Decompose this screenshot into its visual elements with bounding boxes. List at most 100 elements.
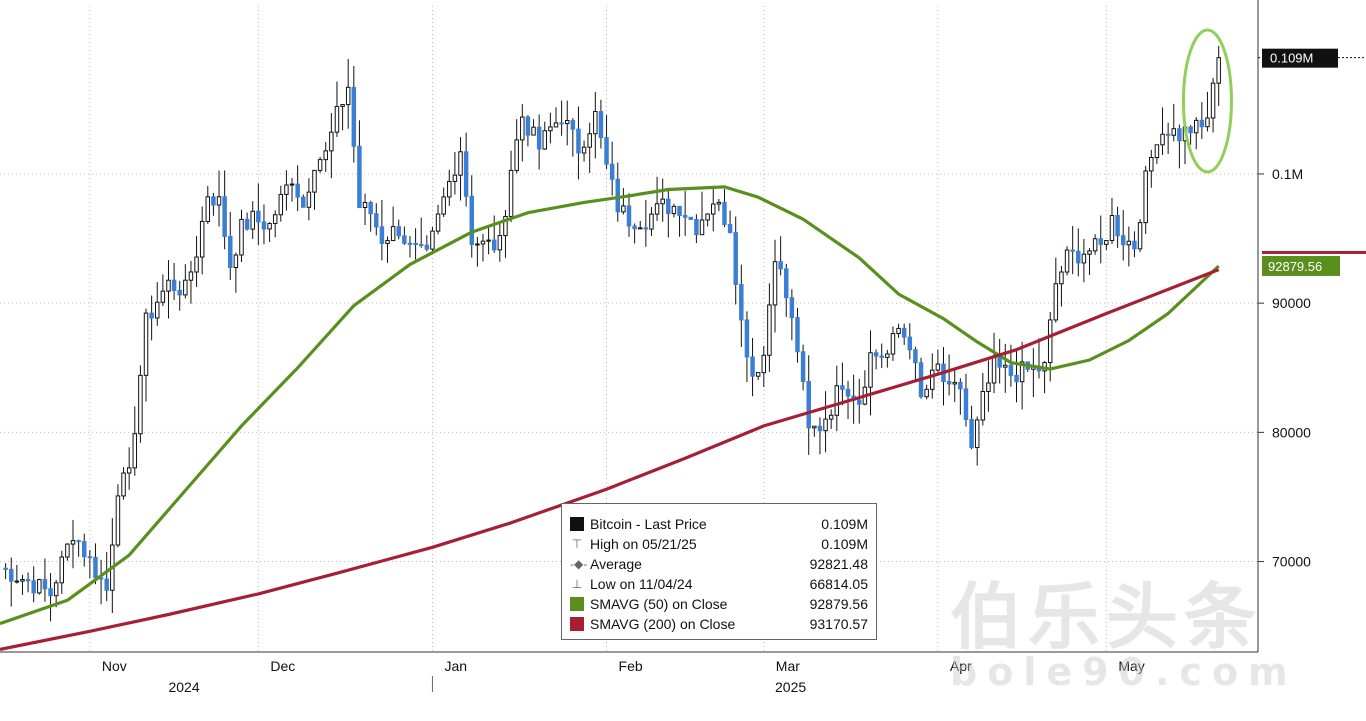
candle-body (503, 215, 508, 237)
candle-body (396, 226, 401, 237)
candle-body (402, 235, 407, 244)
candle-body (480, 240, 486, 245)
candle-body (767, 304, 772, 356)
candle-body (598, 111, 604, 139)
candle-body (413, 242, 418, 246)
candle-body (70, 540, 76, 545)
candle-body (682, 215, 688, 218)
candle-body (435, 213, 441, 232)
candle-body (946, 381, 952, 385)
legend-value: 92821.48 (809, 556, 868, 572)
candle-body (873, 352, 879, 357)
candle-body (334, 105, 340, 133)
candle-body (317, 159, 323, 171)
candle-body (362, 201, 368, 209)
year-label: 2025 (775, 679, 806, 695)
candle-body (514, 139, 519, 171)
candle-body (542, 130, 547, 150)
legend: Bitcoin - Last Price 0.109M ⊤ High on 05/21… (561, 503, 877, 640)
candle-body (986, 382, 991, 392)
candle-body (1160, 133, 1165, 146)
candle-body (323, 150, 328, 161)
candle-body (711, 203, 716, 215)
candle-body (1087, 250, 1092, 255)
candle-body (817, 425, 823, 432)
candle-body (581, 146, 587, 154)
candle-body (1171, 128, 1176, 136)
candle-body (374, 213, 379, 228)
candle-body (211, 196, 216, 206)
candle-body (845, 388, 851, 397)
candle-body (789, 297, 795, 319)
candle-body (553, 122, 559, 128)
watermark-cn: 伯乐头条 (950, 575, 1263, 659)
legend-row: -◆- Average 92821.48 (570, 554, 868, 574)
candle-body (379, 226, 385, 244)
candle-body (121, 472, 126, 497)
candle-body (160, 290, 166, 303)
candle-body (385, 240, 390, 244)
legend-label: SMAVG (50) on Close (590, 596, 728, 612)
legend-label: High on 05/21/25 (590, 536, 697, 552)
x-tick-label: Feb (619, 658, 643, 674)
legend-value: 0.109M (821, 536, 868, 552)
candle-body (177, 289, 182, 296)
candle-body (716, 201, 722, 205)
candle-body (312, 169, 317, 193)
x-tick-label: Dec (270, 658, 295, 674)
candle-body (126, 467, 132, 474)
candle-body (357, 145, 362, 209)
candle-body (452, 174, 458, 182)
candle-body (660, 198, 665, 205)
sma50-line (0, 185, 1220, 626)
candle-body (87, 556, 93, 559)
legend-label: Bitcoin - Last Price (590, 516, 707, 532)
legend-label: Average (590, 556, 642, 572)
candle-body (216, 196, 222, 206)
candle-body (901, 327, 907, 338)
candle-body (536, 126, 542, 150)
candle-body (722, 201, 727, 226)
candle-body (958, 381, 963, 390)
candle-body (997, 357, 1002, 368)
candle-body (48, 588, 53, 597)
candle-body (1132, 240, 1137, 250)
candle-body (952, 381, 957, 385)
candle-body (896, 327, 901, 335)
candle-body (593, 111, 598, 135)
candle-body (497, 235, 503, 251)
candle-body (1193, 119, 1199, 134)
x-tick-label: Mar (776, 658, 800, 674)
candle-body (82, 541, 87, 558)
x-tick-label: Jan (444, 658, 467, 674)
last-price-label: 0.109M (1270, 51, 1313, 66)
candle-body (1188, 126, 1193, 134)
candle-body (1076, 250, 1081, 264)
year-label: 2024 (168, 679, 199, 695)
candle-body (295, 183, 300, 198)
candle-body (149, 312, 154, 319)
candle-body (351, 86, 357, 147)
candle-body (256, 210, 261, 223)
candle-body (166, 279, 171, 292)
candle-body (42, 579, 48, 590)
candle-body (744, 319, 750, 358)
candle-body (643, 227, 649, 230)
candle-body (733, 232, 738, 285)
candle-body (699, 219, 705, 236)
legend-swatch-icon (570, 517, 584, 531)
candle-body (261, 221, 267, 230)
watermark-url: bole90.com (950, 650, 1298, 694)
candle-body (800, 351, 806, 382)
candle-body (626, 205, 632, 227)
candle-body (890, 333, 896, 355)
candle-body (250, 210, 255, 230)
candle-body (368, 201, 373, 215)
candle-body (289, 183, 295, 186)
candle-body (1003, 364, 1008, 368)
candle-body (969, 418, 974, 449)
candle-body (879, 355, 884, 358)
candles (3, 45, 1221, 622)
candle-body (228, 235, 233, 268)
candle-body (267, 223, 272, 230)
